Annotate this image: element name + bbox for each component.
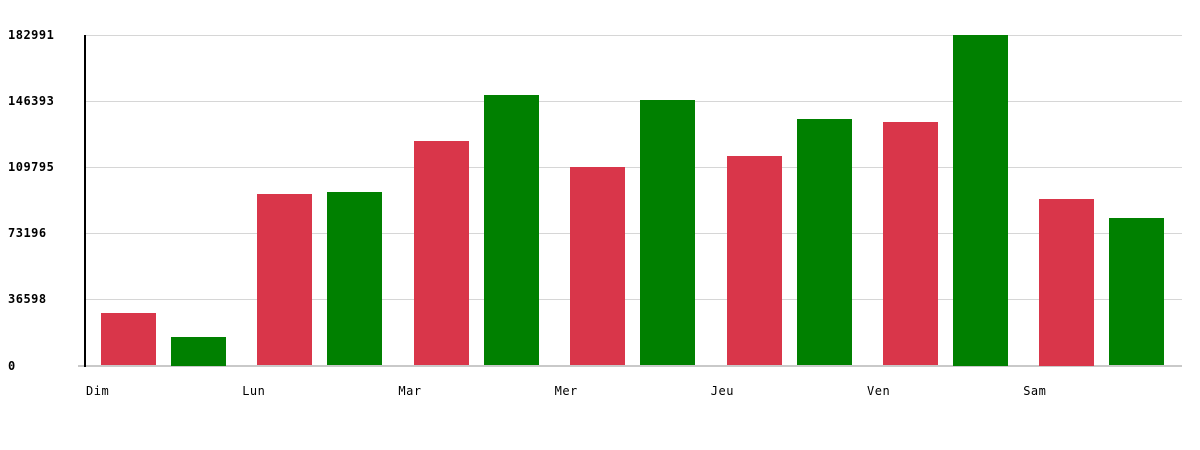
bar-dim-red — [101, 313, 156, 366]
bar-lun-red — [257, 194, 313, 366]
bar-dim-green — [171, 337, 226, 366]
x-tick-label-sam: Sam — [1023, 384, 1047, 398]
y-tick-label: 109795 — [8, 160, 55, 175]
x-tick-label-lun: Lun — [242, 384, 266, 398]
bar-ven-green — [953, 35, 1008, 366]
y-gridline — [85, 232, 1182, 234]
x-axis-line — [78, 364, 1182, 367]
y-gridline — [85, 298, 1182, 300]
x-tick-label-jeu: Jeu — [710, 384, 734, 398]
y-tick-label: 146393 — [8, 94, 55, 109]
x-tick-label-mar: Mar — [398, 384, 422, 398]
bar-mar-red — [413, 140, 469, 366]
y-axis-line — [84, 35, 86, 367]
y-tick-label: 73196 — [8, 226, 47, 241]
bar-sam-green — [1109, 217, 1165, 366]
bar-mer-green — [640, 99, 696, 366]
bar-jeu-green — [796, 118, 852, 366]
bar-mer-red — [570, 166, 626, 366]
x-tick-label-dim: Dim — [86, 384, 110, 398]
y-tick-label: 36598 — [8, 292, 47, 307]
bar-ven-red — [883, 121, 938, 366]
y-tick-label: 182991 — [8, 28, 55, 42]
y-tick-label: 0 — [8, 358, 16, 373]
y-gridline — [85, 100, 1182, 102]
bar-jeu-red — [726, 156, 782, 366]
x-tick-label-mer: Mer — [554, 384, 578, 398]
y-gridline — [85, 166, 1182, 168]
bar-lun-green — [327, 192, 383, 366]
bar-sam-red — [1039, 199, 1095, 366]
x-tick-label-ven: Ven — [867, 384, 891, 398]
bar-mar-green — [483, 94, 539, 366]
y-gridline — [85, 34, 1182, 36]
